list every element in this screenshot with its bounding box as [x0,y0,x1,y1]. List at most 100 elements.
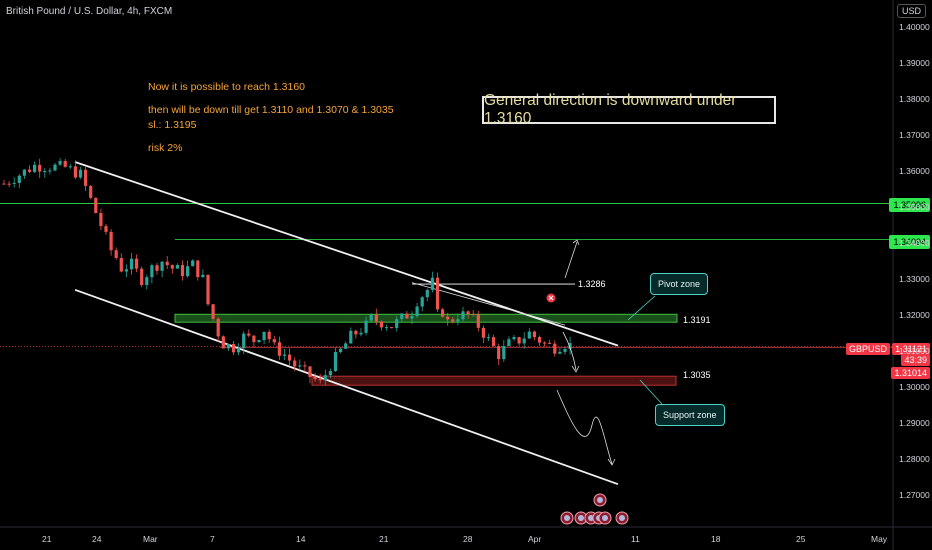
candle-body [369,314,373,321]
candle-body [63,160,67,167]
candle-body [272,339,276,343]
level-high-label: 1.3286 [578,279,606,289]
candle-body [384,327,389,329]
candle-body [532,331,536,338]
event-flag-inner [619,515,625,521]
y-tick-label: 1.28000 [899,454,930,464]
candle-body [196,260,200,278]
candle-body [374,314,378,322]
candle-body [33,164,37,172]
candle-body [252,335,256,342]
candle-body [242,333,246,349]
event-flag-inner [588,515,594,521]
candle-body [124,269,128,272]
candle-body [395,319,399,328]
candle-body [237,348,241,353]
candle-body [206,274,210,305]
candle-body [543,342,547,344]
price-tag-green-2: 1.34094 [889,235,930,249]
price-tag-green-1: 1.35096 [889,198,930,212]
candle-body [135,258,139,269]
candle-body [313,376,317,380]
y-tick-label: 1.27000 [899,490,930,500]
candle-body [486,337,491,339]
x-tick-label: 7 [210,534,215,544]
currency-button[interactable]: USD [896,4,926,18]
support-zone-callout: Support zone [655,404,725,426]
candle-body [119,258,123,272]
candle-body [456,319,460,322]
candle-body [446,316,450,320]
event-flag-inner [564,515,570,521]
candle-body [410,316,414,319]
lower-channel-line [74,288,619,486]
y-tick-label: 1.40000 [899,22,930,32]
down-projection-arrow [562,331,577,371]
candle-body [114,250,118,259]
candle-body [553,343,557,354]
candle-body [435,277,440,310]
y-tick-label: 1.34000 [899,238,930,248]
candle-body [308,366,312,377]
candle-body [27,169,32,172]
candle-body [7,183,11,185]
y-tick-label: 1.32000 [899,310,930,320]
candle-body [461,311,465,320]
up-projection-arrow [564,241,578,279]
candle-body [247,333,251,336]
candle-body [323,375,327,381]
y-tick-label: 1.38000 [899,94,930,104]
candle-body [333,352,338,372]
pivot-zone-callout: Pivot zone [650,273,709,295]
x-tick-label: 21 [379,534,389,544]
y-tick-label: 1.37000 [899,130,930,140]
x-tick-label: Apr [528,534,542,544]
candle-body [563,348,567,352]
pivot-zone [174,313,678,323]
note-targets: then will be down till get 1.3110 and 1.… [148,104,394,116]
candle-body [277,342,281,356]
candle-body [441,309,445,317]
candle-body [548,342,552,344]
candle-body [170,265,174,269]
event-flag-inner [602,515,608,521]
candle-body [512,337,516,340]
y-tick-label: 1.29000 [899,418,930,428]
candle-body [145,277,149,285]
x-tick-label: 24 [92,534,102,544]
candle-body [420,297,424,307]
candle-body [466,311,470,314]
candle-body [339,348,343,353]
candle-body [517,337,521,344]
candle-body [349,330,353,344]
wave-projection-path [556,389,613,465]
candle-body [109,231,113,251]
candle-body [53,164,57,171]
candle-body [150,265,154,278]
candle-body [186,266,190,277]
candle-body [267,331,271,340]
candle-body [522,338,526,344]
candle-body [68,166,72,168]
up-arrowhead [572,239,580,246]
candle-body [425,289,429,298]
candle-body [216,318,220,337]
candle-body [78,169,83,178]
candle-body [221,336,225,349]
candle-body [43,170,47,172]
candle-body [257,340,261,342]
candle-body [492,337,496,347]
candle-body [379,321,383,328]
candle-body [293,360,297,367]
candle-body [318,379,322,381]
candle-body [73,166,77,178]
y-tick-label: 1.39000 [899,58,930,68]
candle-body [328,371,332,376]
candle-body [400,313,404,320]
candle-body [405,313,409,319]
candle-body [89,185,93,198]
candle-body [201,274,205,278]
candle-body [211,304,215,319]
candle-body [537,337,542,343]
